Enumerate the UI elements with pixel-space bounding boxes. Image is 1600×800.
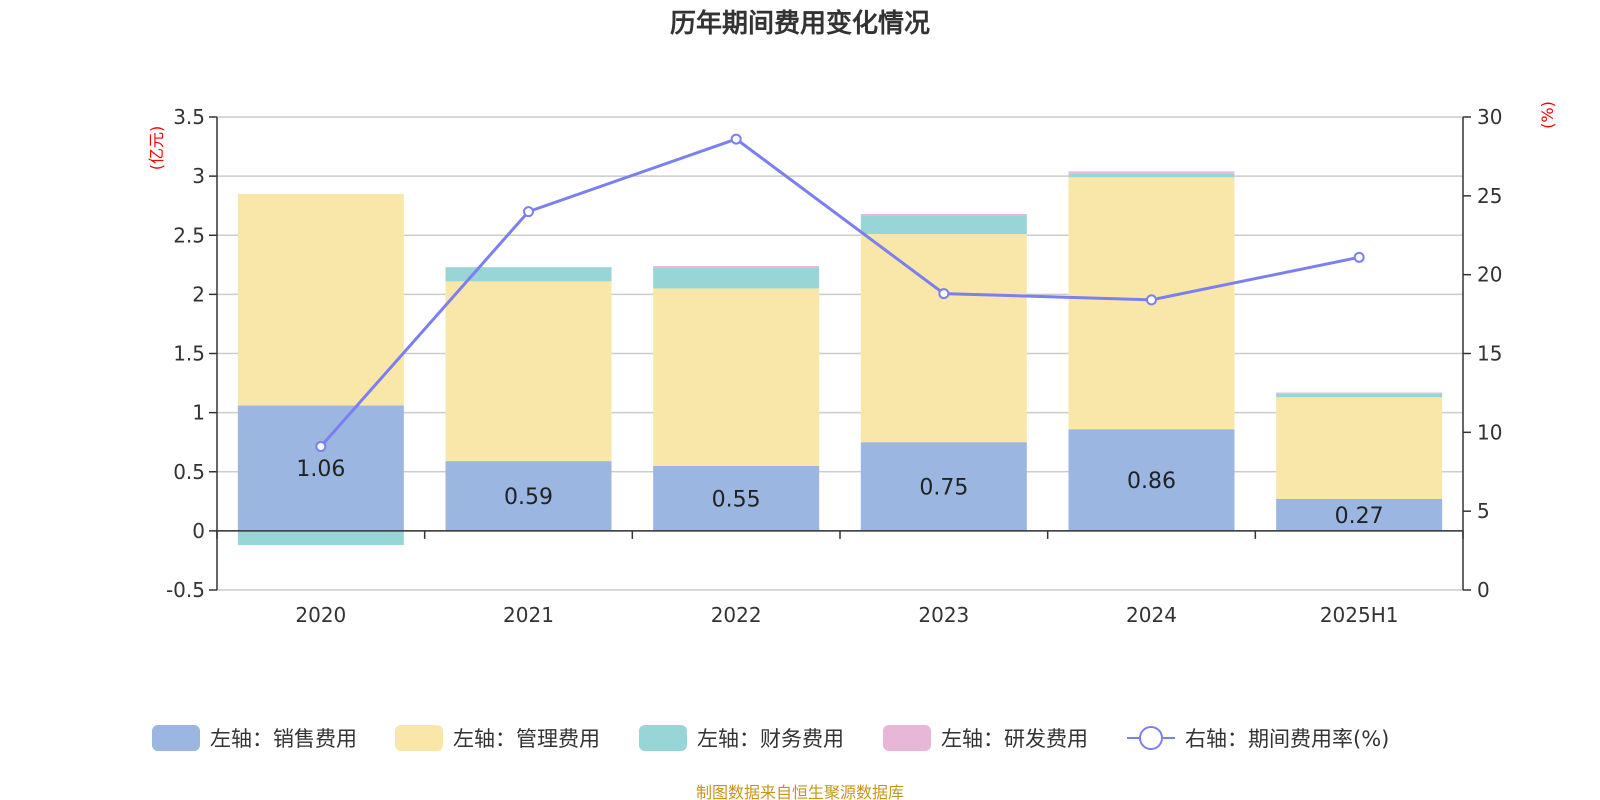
rate-point [315,441,327,453]
legend-label: 左轴：销售费用 [210,727,357,751]
right-tick-label: 30 [1477,105,1502,129]
rate-point [938,288,950,300]
right-tick-label: 25 [1477,184,1502,208]
left-tick-label: 3 [192,164,205,188]
legend-swatch [883,725,931,751]
left-tick-label: 2.5 [173,223,205,247]
bar-segment [653,267,820,289]
right-tick-label: 0 [1477,578,1490,602]
x-tick-label: 2022 [711,603,762,627]
bar-data-label: 1.06 [296,457,345,482]
bar-segment [1276,397,1443,499]
x-tick-label: 2025H1 [1320,603,1399,627]
left-tick-label: 2 [192,282,205,306]
bar-segment [237,405,404,531]
rate-line [319,137,1360,448]
bar-segment [445,267,612,282]
x-tick-label: 2020 [295,603,346,627]
legend-label: 左轴：财务费用 [697,727,844,751]
bar-segment [1276,392,1443,394]
x-tick-label: 2021 [503,603,554,627]
bar-segment [653,465,820,531]
x-tick-label: 2024 [1126,603,1177,627]
rate-line-layer [315,133,1365,453]
data-source-note: 制图数据来自恒生聚源数据库 [696,783,904,800]
x-tick-label: 2023 [918,603,969,627]
bar-segment [445,461,612,531]
bar-segment [1068,429,1235,531]
rate-point [523,206,534,218]
chart-title: 历年期间费用变化情况 [670,8,930,39]
bar-segment [1068,173,1235,178]
bar-segment [1068,171,1235,174]
bar-segment [1276,393,1443,398]
bar-segment [1276,498,1443,531]
bar-segment [237,530,404,546]
legend-swatch [395,725,443,751]
legend-label: 左轴：管理费用 [453,727,600,751]
bar-segment [860,215,1027,235]
legend-label: 左轴：研发费用 [941,727,1088,751]
rate-point [1146,294,1157,306]
bar-data-label: 0.86 [1127,469,1176,494]
left-tick-label: -0.5 [166,578,205,602]
legend: 左轴：销售费用 左轴：管理费用 左轴：财务费用 左轴：研发费用 右轴：期间费用率(%) [152,725,1389,751]
bar-data-label: 0.55 [712,487,761,512]
bars-layer [237,171,1443,546]
left-tick-label: 1 [192,401,205,425]
bar-segment [445,281,612,462]
bar-data-label: 0.59 [504,485,553,510]
legend-label: 右轴：期间费用率(%) [1185,727,1389,751]
right-tick-label: 15 [1477,342,1502,366]
legend-marker [1139,726,1163,750]
bar-data-label: 0.27 [1335,504,1384,529]
rate-point [730,133,742,145]
axes-layer: -0.5 0 0.5 1 1.5 2 2.5 3 3.5 0 5 10 15 20 25 30 2020 2021… [166,105,1502,627]
right-tick-label: 10 [1477,420,1502,444]
right-tick-label: 5 [1477,499,1490,523]
left-axis-unit: (亿元) [147,126,166,171]
left-tick-label: 0 [192,519,205,543]
left-tick-label: 0.5 [173,460,205,484]
data-labels-layer: 1.06 0.59 0.55 0.75 0.86 0.27 [296,457,1383,529]
legend-swatch [639,725,687,751]
legend-swatch [152,725,200,751]
bar-segment [653,288,820,466]
bar-segment [860,213,1027,216]
left-tick-label: 3.5 [173,105,205,129]
right-axis-unit: (%) [1538,101,1557,129]
left-tick-label: 1.5 [173,342,205,366]
bar-data-label: 0.75 [919,476,968,501]
bar-segment [860,442,1027,531]
bar-segment [653,265,820,268]
right-tick-label: 20 [1477,263,1502,287]
bar-segment [237,193,404,406]
rate-point [1353,251,1365,263]
bar-segment [860,234,1027,443]
